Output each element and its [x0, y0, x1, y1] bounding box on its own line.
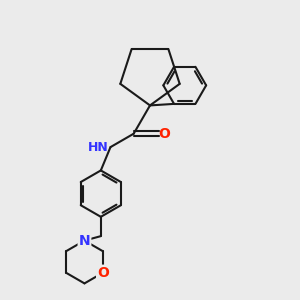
Text: HN: HN [88, 141, 109, 154]
Text: O: O [97, 266, 109, 280]
Text: N: N [79, 234, 90, 248]
Text: O: O [158, 127, 170, 141]
